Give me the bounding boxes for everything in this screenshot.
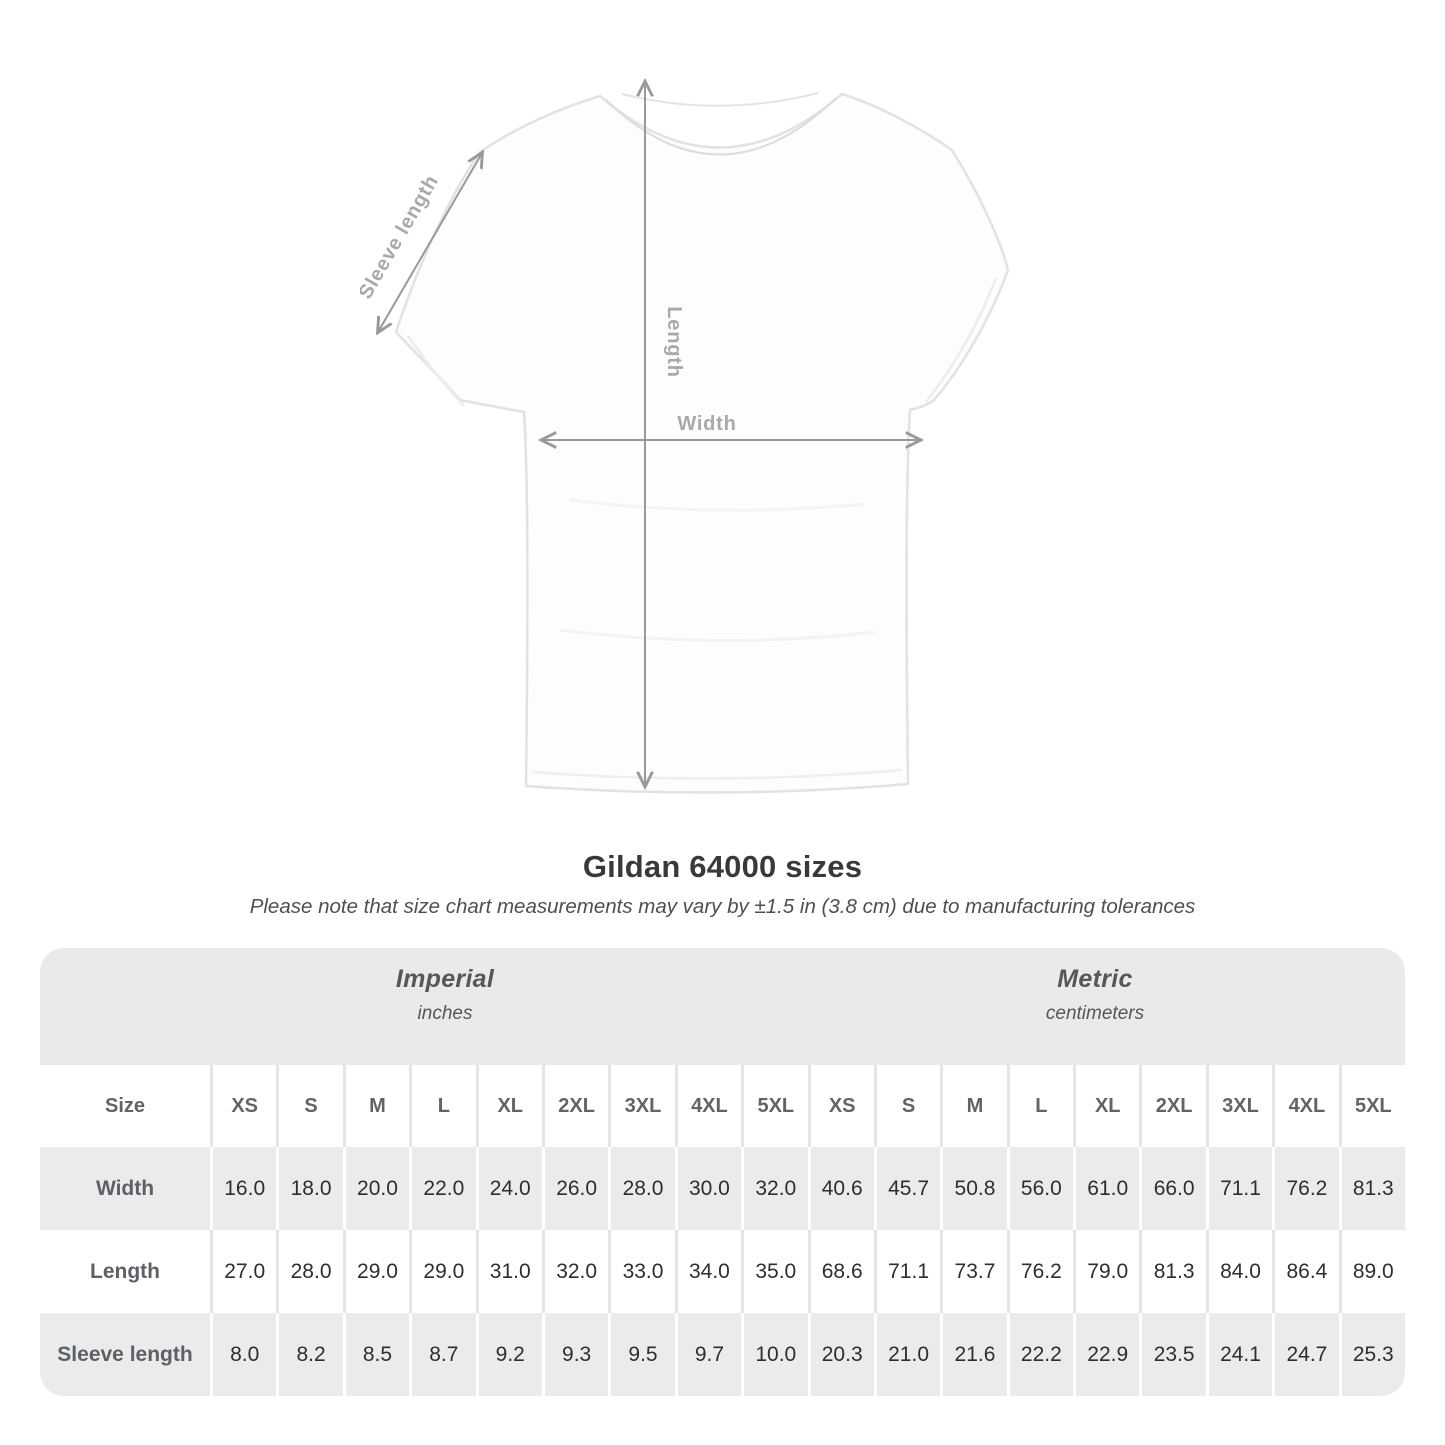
size-header-cell: 3XL [611,1065,675,1147]
width-label: Width [677,413,736,435]
row-label: Length [40,1230,210,1313]
imperial-label: Imperial [395,965,495,993]
tshirt-shape [394,92,1010,794]
value-cell: 71.1 [876,1230,941,1313]
value-cell: 34.0 [677,1230,742,1313]
size-header-cell: 2XL [1142,1065,1206,1147]
sleeve-length-arrow [378,153,482,332]
value-cell: 66.0 [1142,1147,1206,1230]
value-cell: 24.7 [1275,1313,1339,1396]
value-cell: 8.2 [279,1313,343,1396]
value-cell: 32.0 [544,1230,609,1313]
value-cell: 30.0 [677,1147,742,1230]
size-header-cell: 5XL [1341,1065,1405,1147]
tshirt-diagram: Sleeve length Length Width [354,70,1040,815]
value-cell: 29.0 [412,1230,476,1313]
value-cell: 24.1 [1208,1313,1273,1396]
value-cell: 27.0 [213,1230,277,1313]
value-cell: 31.0 [478,1230,542,1313]
row-label: Width [40,1147,210,1230]
size-header-cell: XS [810,1065,874,1147]
row-label: Sleeve length [40,1313,210,1396]
value-cell: 76.2 [1275,1147,1339,1230]
size-column-header: Size [40,1065,210,1147]
value-cell: 21.0 [876,1313,941,1396]
value-cell: 9.5 [611,1313,675,1396]
value-cell: 68.6 [810,1230,874,1313]
value-cell: 9.2 [478,1313,542,1396]
value-cell: 20.0 [345,1147,410,1230]
value-cell: 9.3 [544,1313,609,1396]
size-header-cell: S [876,1065,941,1147]
metric-label: Metric [1057,965,1133,993]
value-cell: 18.0 [279,1147,343,1230]
size-header-cell: M [345,1065,410,1147]
size-header-cell: XS [213,1065,277,1147]
value-cell: 71.1 [1208,1147,1273,1230]
size-header-cell: 5XL [744,1065,808,1147]
size-header-cell: S [279,1065,343,1147]
unit-group-imperial: Imperial inches [396,965,494,1025]
value-cell: 28.0 [611,1147,675,1230]
value-cell: 56.0 [1009,1147,1074,1230]
value-cell: 9.7 [677,1313,742,1396]
value-cell: 79.0 [1076,1230,1140,1313]
size-header-cell: 4XL [1275,1065,1339,1147]
value-cell: 8.0 [213,1313,277,1396]
value-cell: 86.4 [1275,1230,1339,1313]
value-cell: 20.3 [810,1313,874,1396]
size-header-cell: L [412,1065,476,1147]
value-cell: 29.0 [345,1230,410,1313]
value-cell: 28.0 [279,1230,343,1313]
metric-unit: centimeters [1045,1003,1145,1024]
value-cell: 25.3 [1341,1313,1405,1396]
value-cell: 45.7 [876,1147,941,1230]
unit-header-row: Imperial inches Metric centimeters [40,948,1405,1065]
value-cell: 35.0 [744,1230,808,1313]
size-header-row: Size XS S M L XL 2XL 3XL 4XL 5XL XS S M L XL 2XL 3XL 4XL… [40,1065,1405,1147]
imperial-unit: inches [417,1003,473,1024]
measurement-row-width: Width 16.0 18.0 20.0 22.0 24.0 26.0 28.0 30.0 32.… [40,1147,1405,1230]
value-cell: 23.5 [1142,1313,1206,1396]
value-cell: 16.0 [213,1147,277,1230]
value-cell: 33.0 [611,1230,675,1313]
value-cell: 40.6 [810,1147,874,1230]
size-header-cell: 2XL [544,1065,609,1147]
value-cell: 22.9 [1076,1313,1140,1396]
value-cell: 24.0 [478,1147,542,1230]
value-cell: 61.0 [1076,1147,1140,1230]
measurement-row-sleeve-length: Sleeve length 8.0 8.2 8.5 8.7 9.2 9.3 9.5 9.7 10.… [40,1313,1405,1396]
size-table-body: Width 16.0 18.0 20.0 22.0 24.0 26.0 28.0 30.0 32.… [40,1147,1405,1396]
value-cell: 50.8 [943,1147,1007,1230]
value-cell: 8.7 [412,1313,476,1396]
length-label: Length [663,306,685,377]
size-header-cell: 3XL [1208,1065,1273,1147]
value-cell: 26.0 [544,1147,609,1230]
tshirt-illustration: Sleeve length Length Width [354,70,1010,794]
size-header-cell: XL [478,1065,542,1147]
size-header-cell: XL [1076,1065,1140,1147]
measurement-row-length: Length 27.0 28.0 29.0 29.0 31.0 32.0 33.0 34.0 35… [40,1230,1405,1313]
size-header-cell: 4XL [677,1065,742,1147]
size-header-cell: M [943,1065,1007,1147]
measurement-arrows [378,82,920,786]
value-cell: 10.0 [744,1313,808,1396]
value-cell: 32.0 [744,1147,808,1230]
value-cell: 21.6 [943,1313,1007,1396]
value-cell: 22.2 [1009,1313,1074,1396]
size-header-cell: L [1009,1065,1074,1147]
value-cell: 81.3 [1142,1230,1206,1313]
size-table: Imperial inches Metric centimeters Size … [40,948,1405,1396]
value-cell: 89.0 [1341,1230,1405,1313]
unit-group-metric: Metric centimeters [1046,965,1144,1025]
value-cell: 84.0 [1208,1230,1273,1313]
value-cell: 22.0 [412,1147,476,1230]
tolerance-note: Please note that size chart measurements… [249,895,1196,918]
value-cell: 76.2 [1009,1230,1074,1313]
value-cell: 8.5 [345,1313,410,1396]
page-title: Gildan 64000 sizes [582,849,863,884]
value-cell: 81.3 [1341,1147,1405,1230]
value-cell: 73.7 [943,1230,1007,1313]
